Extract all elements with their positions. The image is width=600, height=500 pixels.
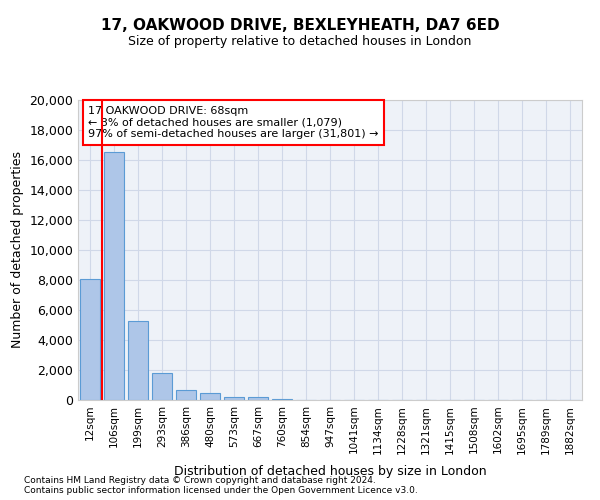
Bar xyxy=(176,390,196,400)
X-axis label: Distribution of detached houses by size in London: Distribution of detached houses by size … xyxy=(173,464,487,477)
Bar xyxy=(128,320,148,400)
Text: 17, OAKWOOD DRIVE, BEXLEYHEATH, DA7 6ED: 17, OAKWOOD DRIVE, BEXLEYHEATH, DA7 6ED xyxy=(101,18,499,32)
Text: Size of property relative to detached houses in London: Size of property relative to detached ho… xyxy=(128,34,472,48)
Text: 17 OAKWOOD DRIVE: 68sqm
← 3% of detached houses are smaller (1,079)
97% of semi-: 17 OAKWOOD DRIVE: 68sqm ← 3% of detached… xyxy=(88,106,379,139)
Bar xyxy=(224,396,244,400)
Text: Contains HM Land Registry data © Crown copyright and database right 2024.
Contai: Contains HM Land Registry data © Crown c… xyxy=(24,476,418,495)
Bar xyxy=(200,393,220,400)
Bar xyxy=(272,398,292,400)
Bar xyxy=(80,278,100,400)
Bar xyxy=(152,373,172,400)
Bar xyxy=(104,152,124,400)
Y-axis label: Number of detached properties: Number of detached properties xyxy=(11,152,24,348)
Bar xyxy=(248,398,268,400)
